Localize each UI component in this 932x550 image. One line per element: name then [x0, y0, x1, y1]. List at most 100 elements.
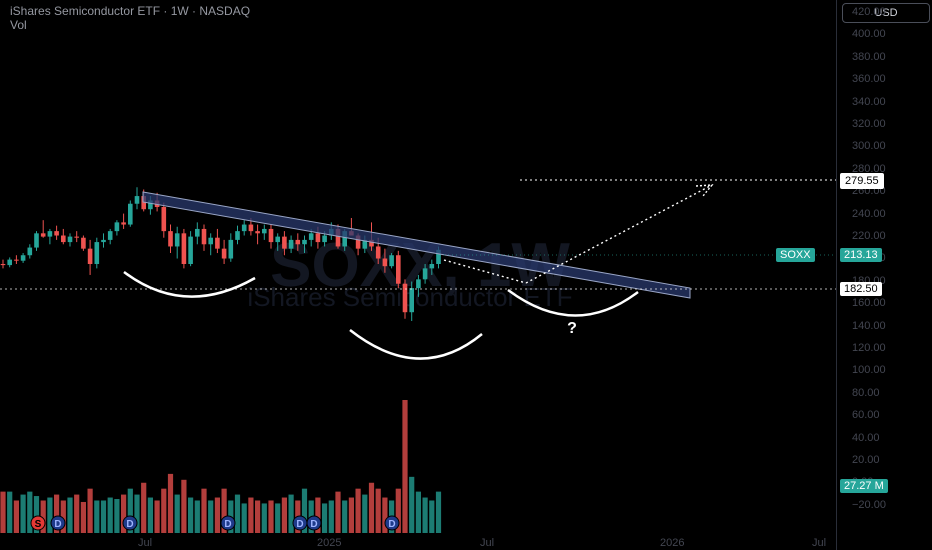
volume-bar — [188, 497, 194, 533]
volume-indicator-label: Vol — [10, 18, 27, 32]
candle — [14, 255, 19, 264]
candle — [208, 233, 213, 256]
price-axis-divider — [836, 0, 837, 550]
candle — [20, 253, 26, 263]
dividend-marker[interactable]: D — [384, 515, 400, 531]
dividend-marker[interactable]: D — [306, 515, 322, 531]
candle — [275, 233, 280, 251]
chart-legend: iShares Semiconductor ETF · 1W · NASDAQ … — [10, 4, 250, 32]
svg-text:D: D — [388, 519, 395, 530]
price-tick: 20.00 — [852, 454, 880, 466]
candle — [61, 228, 66, 245]
volume-bar — [13, 500, 19, 533]
candle — [255, 224, 260, 245]
volume-bar — [221, 488, 227, 533]
price-tick: 340.00 — [852, 95, 886, 108]
drawings: ? — [0, 179, 836, 360]
volume-bar — [208, 500, 214, 533]
price-tick: 300.00 — [852, 140, 886, 153]
candle — [302, 235, 307, 254]
volume-bar — [342, 500, 348, 533]
candle — [7, 257, 12, 268]
volume-bar — [429, 500, 435, 533]
svg-text:D: D — [126, 519, 133, 530]
volume-bar — [261, 503, 267, 533]
volume-bar — [322, 503, 328, 533]
svg-text:D: D — [296, 519, 303, 530]
question-mark-annotation: ? — [567, 320, 577, 337]
volume-bar — [54, 494, 60, 533]
candle — [174, 226, 180, 259]
time-tick: 2026 — [660, 537, 685, 549]
candle — [128, 200, 133, 227]
volume-bar — [241, 503, 247, 533]
volume-bar — [255, 500, 261, 533]
candle — [429, 259, 435, 275]
support-price-label: 182.50 — [840, 282, 882, 296]
price-tick: 60.00 — [852, 409, 880, 422]
candle — [295, 233, 301, 251]
volume-bar — [60, 500, 66, 533]
candle — [201, 224, 207, 251]
symbol-title: iShares Semiconductor ETF · 1W · NASDAQ — [10, 4, 251, 18]
candle — [168, 224, 173, 254]
volume-bar — [335, 491, 341, 533]
volume-bar — [27, 491, 33, 533]
volume-bar — [94, 500, 100, 533]
volume-bar — [234, 494, 241, 533]
candle — [195, 222, 200, 245]
volume-bar — [40, 500, 46, 533]
volume-value-label: 27.27 M — [840, 479, 888, 493]
svg-text:D: D — [224, 519, 231, 530]
candle — [134, 187, 140, 210]
volume-bar — [375, 488, 381, 533]
candle — [268, 224, 274, 249]
split-marker[interactable]: S — [30, 515, 46, 531]
volume-bar — [355, 488, 361, 533]
candle — [107, 228, 113, 245]
volume-bar — [348, 497, 354, 533]
volume-bar — [275, 503, 281, 533]
candle — [0, 259, 6, 269]
volume-bar — [382, 497, 388, 533]
head-arc — [349, 329, 483, 360]
currency-button[interactable]: USD — [842, 3, 930, 23]
volume-bar — [147, 497, 153, 533]
dividend-marker[interactable]: D — [220, 515, 236, 531]
left-shoulder-arc — [123, 271, 256, 298]
time-tick: Jul — [812, 537, 827, 549]
dividend-marker[interactable]: D — [292, 515, 308, 531]
volume-bar — [415, 491, 421, 533]
candle — [181, 228, 187, 269]
svg-text:D: D — [310, 519, 317, 530]
candle — [416, 274, 421, 297]
volume-bar — [167, 473, 174, 533]
svg-text:D: D — [54, 519, 61, 530]
candle — [114, 220, 120, 236]
dividend-marker[interactable]: D — [50, 515, 66, 531]
volume-bar — [315, 497, 321, 533]
volume-bar — [0, 491, 6, 533]
candle — [101, 233, 106, 248]
current-price-label: 213.13 — [840, 248, 882, 262]
volume-bars — [0, 400, 442, 533]
volume-bar — [268, 500, 274, 533]
candle — [262, 224, 267, 240]
price-tick: 420.00 — [852, 6, 886, 18]
time-tick: 2025 — [317, 537, 342, 549]
volume-bar — [121, 494, 127, 533]
volume-bar — [435, 491, 442, 533]
right-shoulder-arc — [507, 288, 639, 317]
candle — [409, 281, 414, 321]
symbol-price-tag: SOXX — [776, 248, 815, 262]
candle — [54, 225, 59, 240]
volume-bar — [194, 500, 200, 533]
candle — [389, 253, 394, 269]
dividend-marker[interactable]: D — [122, 515, 138, 531]
volume-bar — [301, 488, 308, 533]
candle — [228, 233, 234, 262]
volume-bar — [328, 500, 334, 533]
candle — [221, 239, 227, 264]
